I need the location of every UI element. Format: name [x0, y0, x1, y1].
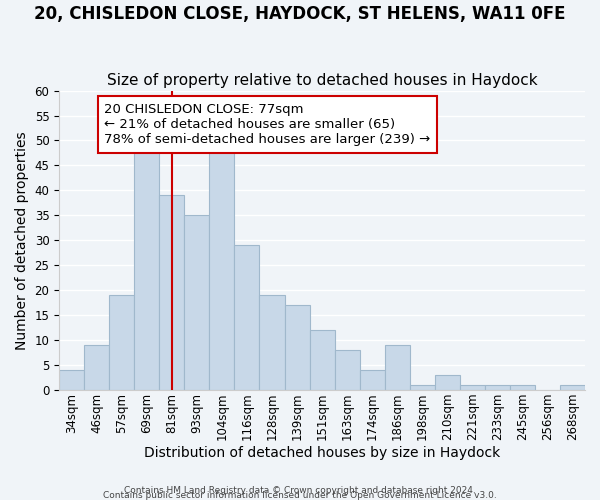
Bar	[359, 370, 385, 390]
Y-axis label: Number of detached properties: Number of detached properties	[15, 131, 29, 350]
Bar	[485, 385, 510, 390]
Bar	[235, 246, 259, 390]
Bar	[385, 345, 410, 390]
Bar	[184, 216, 209, 390]
Text: 20 CHISLEDON CLOSE: 77sqm
← 21% of detached houses are smaller (65)
78% of semi-: 20 CHISLEDON CLOSE: 77sqm ← 21% of detac…	[104, 103, 430, 146]
Bar	[59, 370, 84, 390]
Bar	[460, 385, 485, 390]
Bar	[109, 295, 134, 390]
Bar	[510, 385, 535, 390]
Text: 20, CHISLEDON CLOSE, HAYDOCK, ST HELENS, WA11 0FE: 20, CHISLEDON CLOSE, HAYDOCK, ST HELENS,…	[34, 5, 566, 23]
Text: Contains public sector information licensed under the Open Government Licence v3: Contains public sector information licen…	[103, 491, 497, 500]
Bar	[160, 196, 184, 390]
Bar	[284, 305, 310, 390]
Bar	[209, 150, 235, 390]
Bar	[435, 375, 460, 390]
Bar	[410, 385, 435, 390]
Title: Size of property relative to detached houses in Haydock: Size of property relative to detached ho…	[107, 73, 538, 88]
Bar	[310, 330, 335, 390]
Bar	[335, 350, 359, 390]
Text: Contains HM Land Registry data © Crown copyright and database right 2024.: Contains HM Land Registry data © Crown c…	[124, 486, 476, 495]
X-axis label: Distribution of detached houses by size in Haydock: Distribution of detached houses by size …	[144, 446, 500, 460]
Bar	[259, 295, 284, 390]
Bar	[560, 385, 585, 390]
Bar	[134, 150, 160, 390]
Bar	[84, 345, 109, 390]
